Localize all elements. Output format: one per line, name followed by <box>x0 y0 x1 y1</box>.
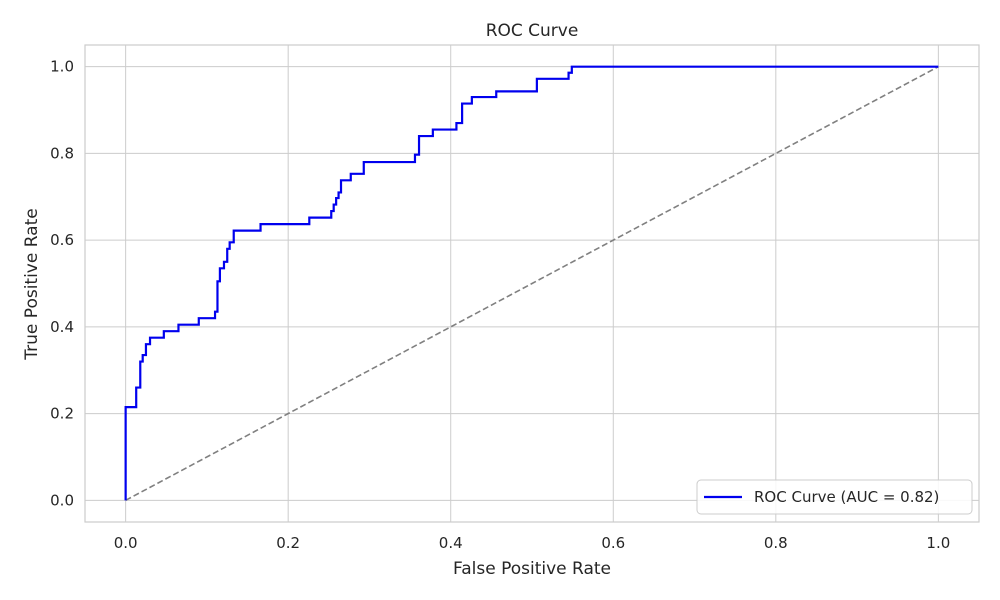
legend-box <box>696 479 973 515</box>
y-tick-label: 0.8 <box>50 144 74 162</box>
x-tick-label: 0.4 <box>439 534 463 552</box>
x-tick-label: 0.2 <box>276 534 300 552</box>
x-tick-label: 0.0 <box>114 534 138 552</box>
y-tick-label: 0.4 <box>50 318 74 336</box>
y-tick-label: 0.6 <box>50 231 74 249</box>
y-tick-label: 0.2 <box>50 405 74 423</box>
y-tick-label: 0.0 <box>50 491 74 509</box>
x-tick-label: 0.8 <box>764 534 788 552</box>
random-classifier-diagonal-line <box>125 65 939 502</box>
plot-frame <box>84 44 980 523</box>
legend: ROC Curve (AUC = 0.82) <box>696 479 973 515</box>
y-tick-label: 1.0 <box>50 58 74 76</box>
y-axis-title: True Positive Rate <box>22 208 42 360</box>
chart-title: ROC Curve <box>486 21 579 41</box>
roc-curve-line <box>124 65 939 501</box>
tick-labels: 0.0 0.2 0.4 0.6 0.8 1.0 0.0 0.2 0.4 0.6 0.8 1.0 <box>50 58 950 552</box>
legend-label-roc: ROC Curve (AUC = 0.82) <box>754 488 939 506</box>
x-tick-label: 1.0 <box>926 534 950 552</box>
x-axis-title: False Positive Rate <box>453 559 611 579</box>
x-tick-label: 0.6 <box>601 534 625 552</box>
series-layer <box>124 65 939 502</box>
